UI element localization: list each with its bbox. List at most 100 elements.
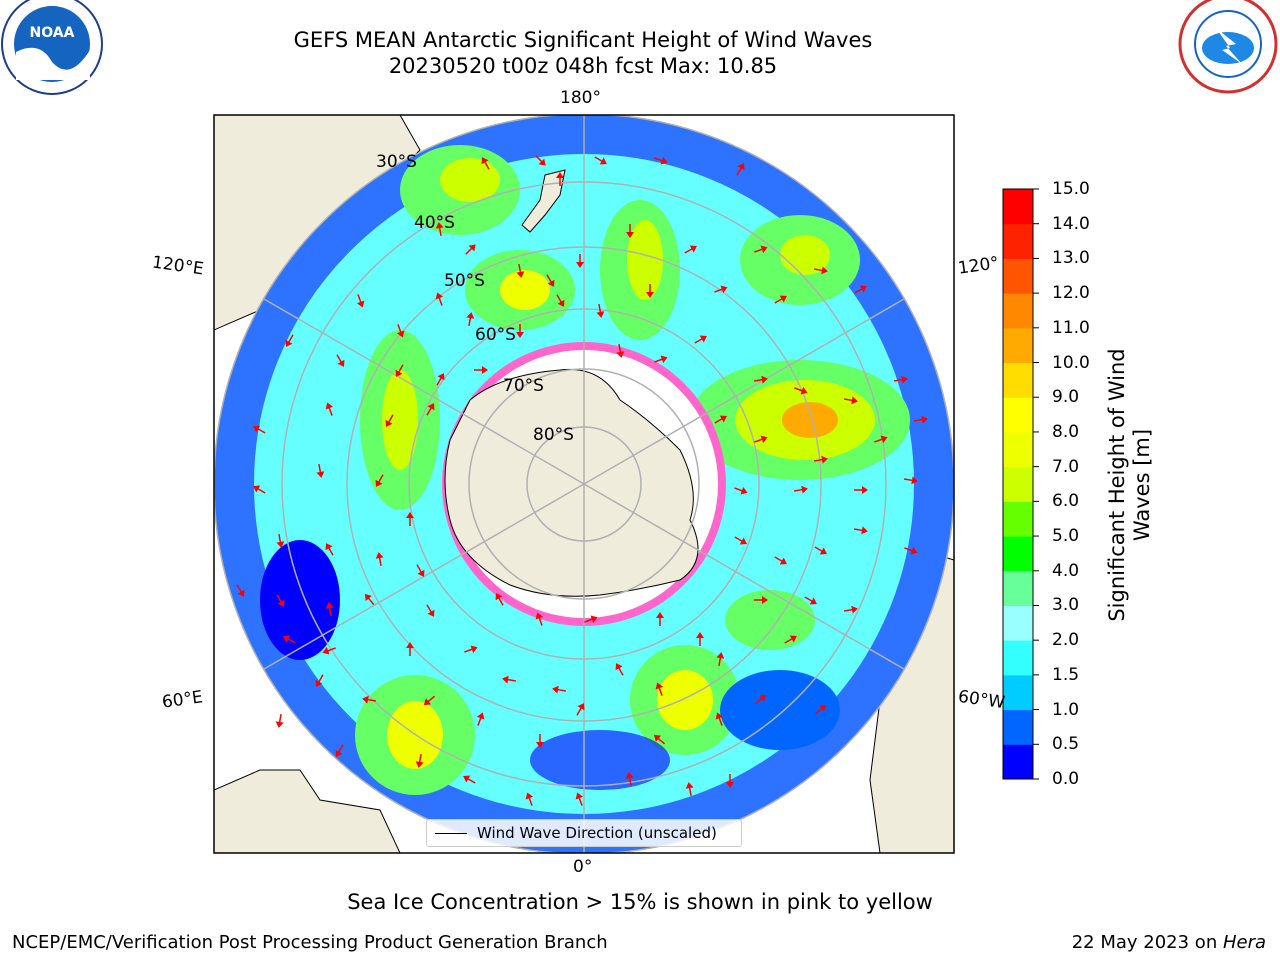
lat-label-60s: 60°S <box>475 325 516 345</box>
wave-arrow <box>793 485 808 494</box>
colorbar-label: Significant Height of Wind Waves [m] <box>1105 348 1154 622</box>
colorbar-segment <box>1003 362 1033 398</box>
colorbar-segment <box>1003 674 1033 711</box>
colorbar-segment <box>1003 536 1033 572</box>
footer-credit: NCEP/EMC/Verification Post Processing Pr… <box>12 932 608 953</box>
wave-arrow <box>656 612 664 626</box>
wave-arrow <box>794 386 808 395</box>
wave-arrow <box>575 792 584 806</box>
sea-ice-note: Sea Ice Concentration > 15% is shown in … <box>347 890 933 914</box>
colorbar-segment <box>1003 466 1033 502</box>
wave-arrow <box>396 324 405 338</box>
colorbar-tick-label: 9.0 <box>1052 387 1080 408</box>
wave-arrow <box>362 695 377 704</box>
footer-date-text: 22 May 2023 on <box>1071 932 1223 953</box>
wave-arrow <box>893 375 908 384</box>
wave-arrow <box>464 645 478 654</box>
legend-line <box>435 832 467 834</box>
wave-arrow <box>466 312 475 327</box>
wave-arrow <box>653 734 666 745</box>
colorbar-segment <box>1003 327 1033 364</box>
wave-arrow <box>615 663 624 676</box>
wave-arrow <box>253 485 266 494</box>
wave-arrow <box>736 163 745 176</box>
nws-logo <box>1178 0 1278 94</box>
wave-arrow <box>904 546 918 555</box>
wave-arrow <box>435 222 444 237</box>
wave-arrow <box>853 526 868 535</box>
wave-arrow <box>813 455 828 464</box>
wave-arrow <box>525 792 534 806</box>
colorbar-segment <box>1003 189 1033 225</box>
wave-arrow <box>594 156 607 165</box>
wave-arrow <box>423 695 436 706</box>
colorbar-tick-label: 12.0 <box>1052 283 1090 304</box>
wave-arrow <box>275 713 284 728</box>
wave-arrow <box>843 605 858 614</box>
wave-arrow <box>774 295 787 304</box>
colorbar-tick-label: 15.0 <box>1052 179 1090 199</box>
wave-arrow <box>426 403 435 416</box>
wave-arrow <box>584 615 598 624</box>
colorbar <box>1002 188 1039 780</box>
footer-machine: Hera <box>1222 932 1266 953</box>
colorbar-tick-label: 14.0 <box>1052 213 1090 234</box>
lat-label-50s: 50°S <box>444 271 485 291</box>
colorbar-tick-label: 2.0 <box>1052 630 1080 651</box>
colorbar-segment <box>1003 744 1033 780</box>
wave-arrow <box>596 303 605 318</box>
wave-arrow <box>694 335 707 344</box>
wave-arrow <box>325 402 334 416</box>
colorbar-tick-label: 7.0 <box>1052 456 1080 477</box>
map-frame <box>213 114 955 854</box>
wave-arrow <box>654 156 668 165</box>
wave-arrow <box>315 674 324 687</box>
wave-arrow <box>774 556 787 565</box>
wave-arrow <box>395 364 404 377</box>
wave-arrow <box>626 224 634 238</box>
colorbar-segment <box>1003 431 1033 468</box>
wave-arrow <box>734 536 747 545</box>
wave-arrow <box>552 685 567 694</box>
wave-arrow <box>854 285 867 294</box>
wave-arrow <box>375 552 384 567</box>
noaa-logo: NOAA <box>1 0 103 95</box>
lat-label-30s: 30°S <box>376 152 417 172</box>
wave-arrow <box>283 635 296 644</box>
wave-arrow <box>535 612 544 626</box>
wave-arrow <box>285 334 294 347</box>
wave-arrow <box>754 435 768 444</box>
wave-arrow <box>913 415 928 424</box>
wave-arrow <box>474 366 488 374</box>
wave-arrow <box>654 355 668 364</box>
wave-arrow <box>476 712 485 726</box>
wave-arrow <box>685 782 694 797</box>
colorbar-tick-label: 0.5 <box>1052 734 1080 755</box>
wave-arrow <box>435 292 444 306</box>
colorbar-segment <box>1003 258 1033 294</box>
wave-arrow <box>316 463 325 478</box>
wave-arrow <box>406 512 414 526</box>
wave-arrow <box>556 172 564 186</box>
wave-arrow <box>546 274 555 287</box>
wave-arrow <box>813 266 828 275</box>
colorbar-segment <box>1003 570 1033 606</box>
wave-arrow <box>325 602 334 617</box>
wave-arrow <box>516 324 524 338</box>
wave-arrow <box>814 546 827 555</box>
wave-arrow <box>516 263 525 278</box>
wave-arrow <box>436 373 445 386</box>
wave-arrow <box>655 682 664 696</box>
wave-arrow <box>375 474 384 487</box>
colorbar-tick-label: 6.0 <box>1052 491 1080 512</box>
wave-arrow <box>734 486 748 495</box>
colorbar-tick-label: 11.0 <box>1052 317 1090 338</box>
lon-label-0: 0° <box>573 857 593 877</box>
wave-arrow <box>406 642 414 656</box>
colorbar-tick-label: 5.0 <box>1052 526 1080 547</box>
colorbar-tick-label: 10.0 <box>1052 352 1090 373</box>
wave-arrow <box>903 476 918 485</box>
map-area <box>214 115 954 853</box>
wave-arrow <box>495 593 504 606</box>
